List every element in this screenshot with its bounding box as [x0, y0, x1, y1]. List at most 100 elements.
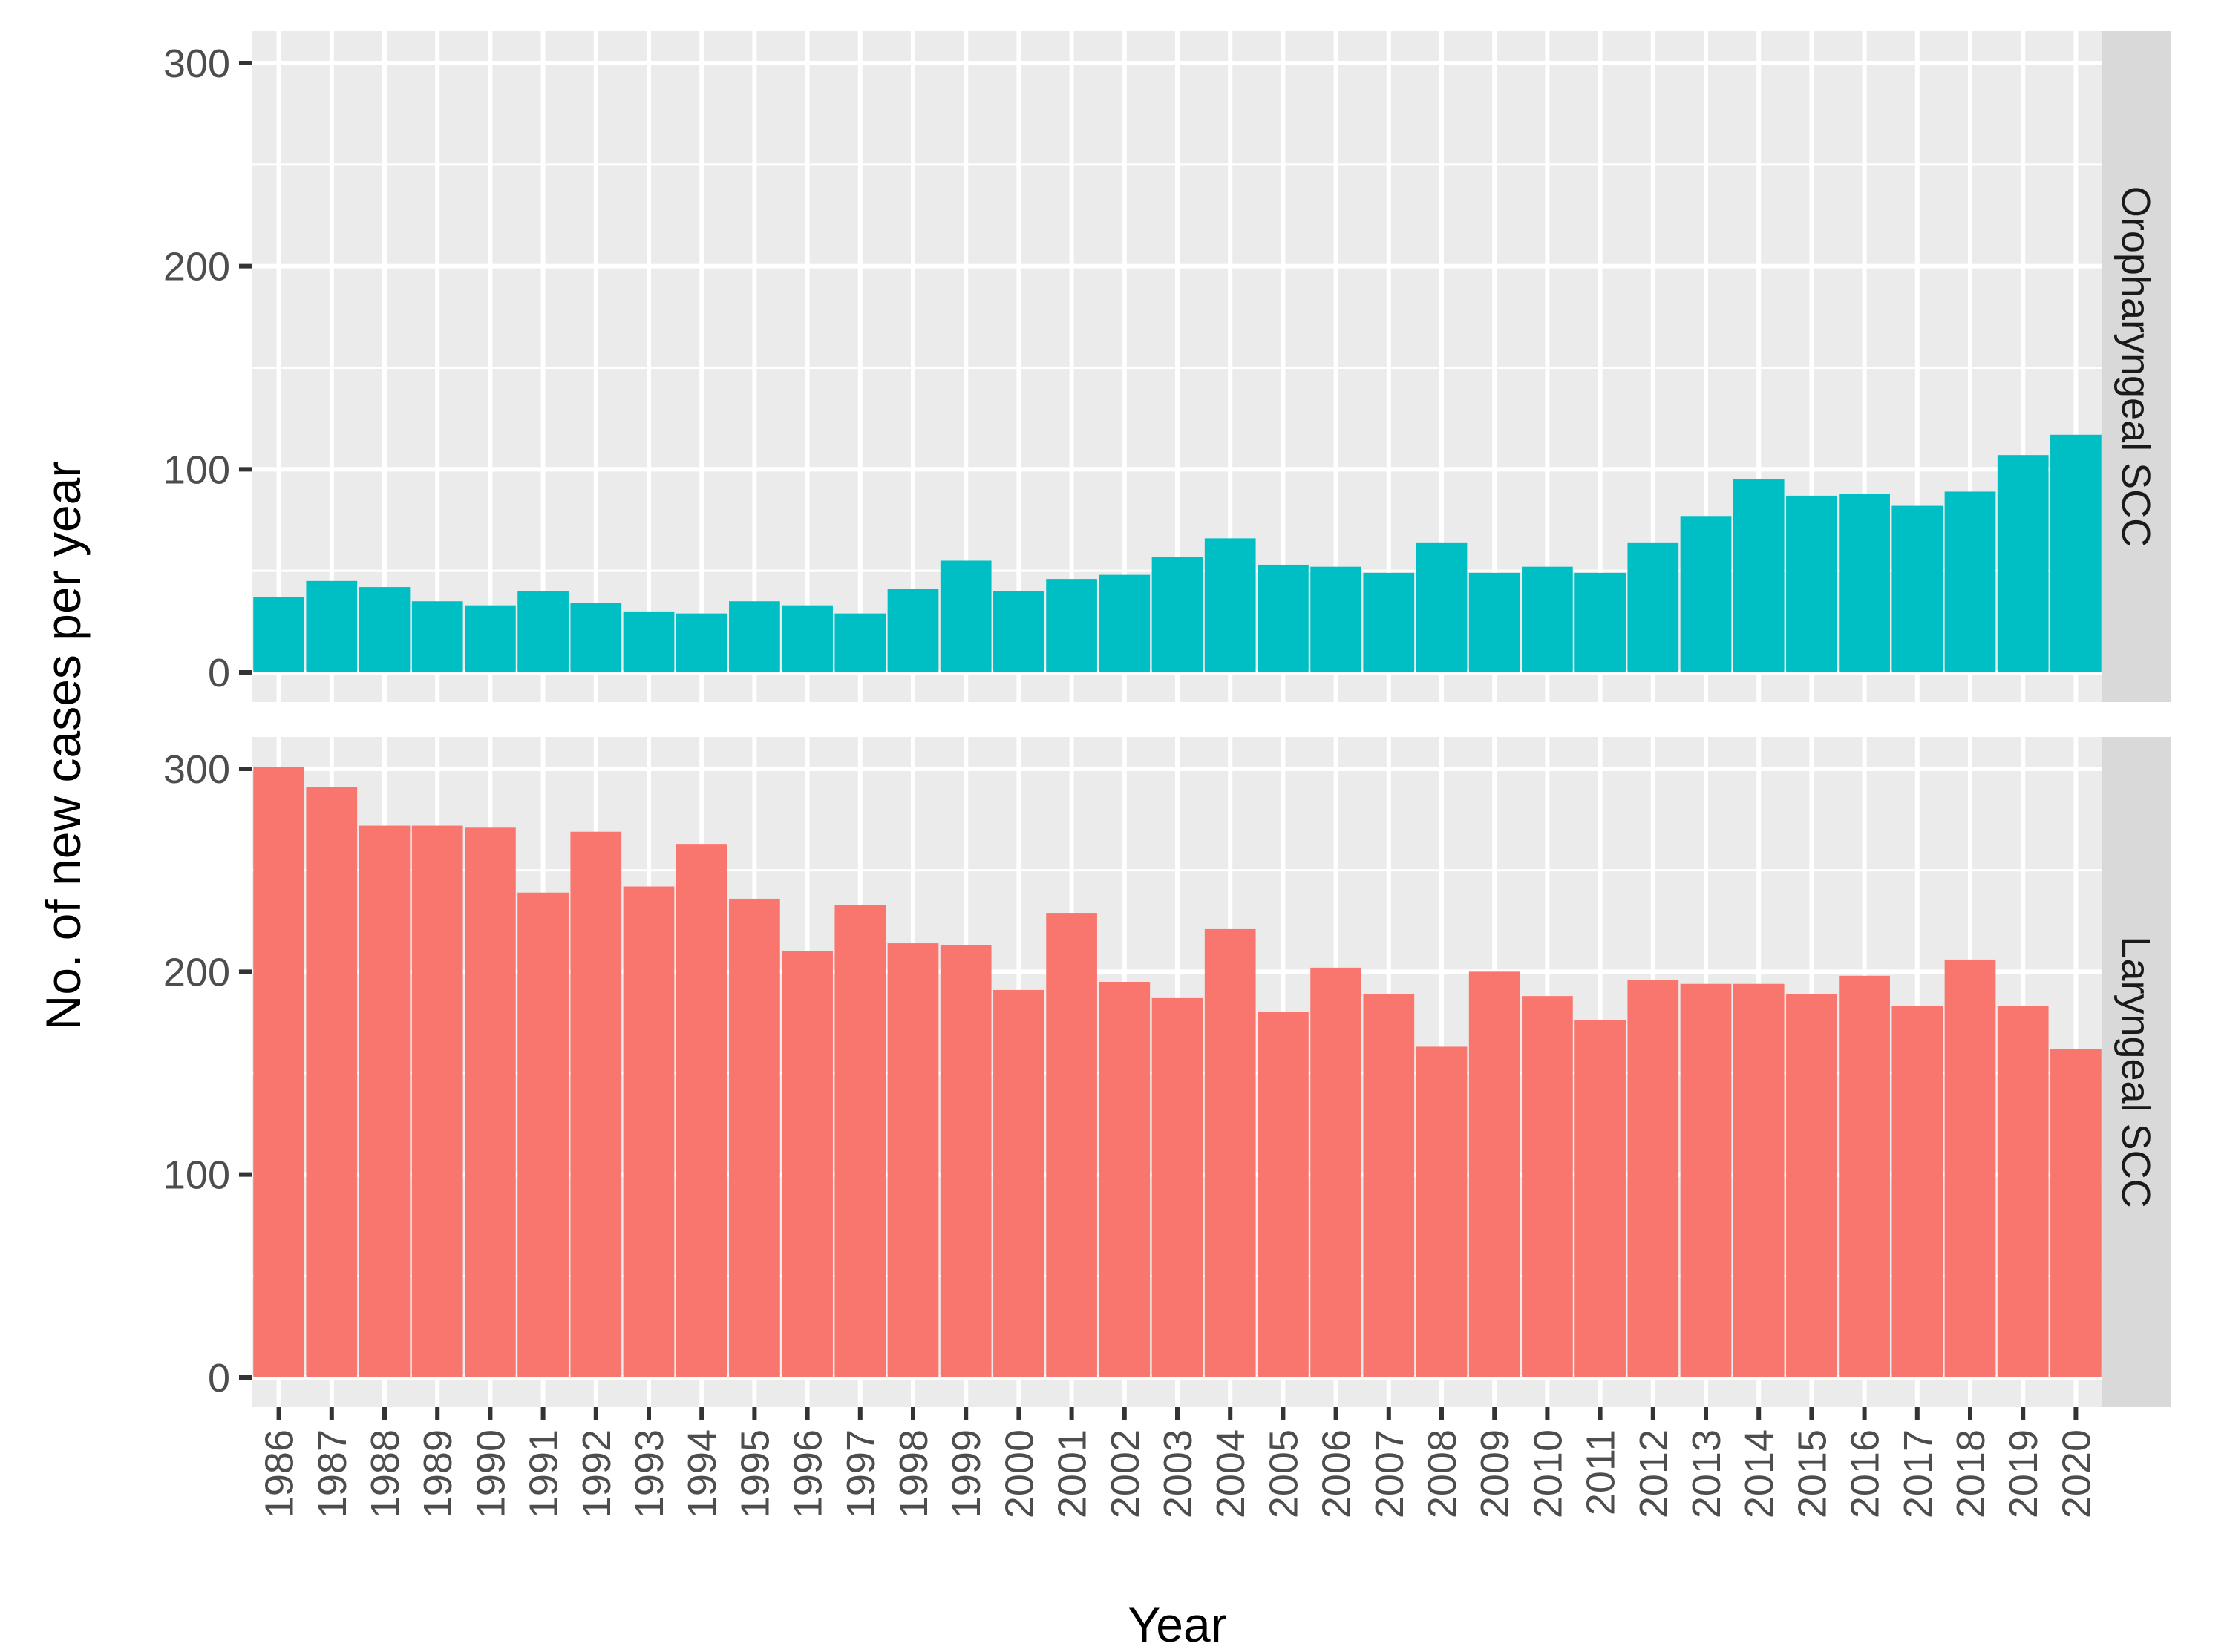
bar-oropharyngeal-2000: [993, 591, 1044, 672]
bar-oropharyngeal-1988: [359, 587, 411, 672]
facet-strip-label: Laryngeal SCC: [2113, 936, 2158, 1207]
bar-oropharyngeal-2015: [1786, 495, 1837, 672]
y-tick-label: 200: [163, 245, 230, 289]
x-tick-label: 2020: [2054, 1429, 2099, 1518]
bar-oropharyngeal-2009: [1468, 572, 1520, 672]
y-tick-label: 100: [163, 448, 230, 492]
bar-laryngeal-1988: [359, 825, 411, 1377]
bar-laryngeal-2016: [1839, 975, 1890, 1377]
x-tick-label: 2013: [1684, 1429, 1729, 1518]
facet-strip: [2102, 31, 2171, 702]
bar-oropharyngeal-2018: [1944, 491, 1996, 672]
x-tick-label: 1986: [258, 1429, 302, 1518]
x-tick-label: 2019: [2001, 1429, 2046, 1518]
bar-oropharyngeal-1986: [253, 597, 304, 672]
bar-oropharyngeal-2012: [1627, 542, 1679, 672]
bar-laryngeal-1998: [887, 943, 939, 1377]
chart-panels: 0 100 200 300 Oropharyngeal SCC 0 100 200 300 Lar…: [163, 31, 2171, 1407]
x-tick-label: 2007: [1367, 1429, 1412, 1518]
bar-laryngeal-2010: [1522, 996, 1573, 1377]
bar-laryngeal-2002: [1099, 982, 1151, 1377]
bar-laryngeal-2011: [1574, 1020, 1626, 1377]
x-tick-label: 2015: [1790, 1429, 1834, 1518]
x-tick-label: 1993: [627, 1429, 672, 1518]
bar-oropharyngeal-2011: [1574, 572, 1626, 672]
bar-oropharyngeal-2002: [1099, 574, 1151, 672]
bar-oropharyngeal-2010: [1522, 566, 1573, 672]
x-tick-label: 1988: [363, 1429, 408, 1518]
bar-laryngeal-1986: [253, 767, 304, 1377]
bar-oropharyngeal-2020: [2050, 434, 2102, 672]
x-tick-label: 2006: [1315, 1429, 1359, 1518]
bar-oropharyngeal-1996: [782, 605, 833, 672]
y-tick-label: 200: [163, 950, 230, 994]
x-tick-label: 1995: [733, 1429, 777, 1518]
bar-laryngeal-2007: [1363, 994, 1415, 1377]
bar-laryngeal-2008: [1416, 1046, 1468, 1377]
bar-laryngeal-1993: [623, 886, 675, 1377]
x-tick-label: 2008: [1420, 1429, 1465, 1518]
bar-oropharyngeal-1998: [887, 589, 939, 672]
bar-laryngeal-2001: [1046, 913, 1097, 1377]
y-tick-label: 100: [163, 1153, 230, 1198]
bar-oropharyngeal-2014: [1733, 479, 1785, 672]
bar-oropharyngeal-2004: [1204, 538, 1256, 672]
bar-laryngeal-1999: [940, 945, 992, 1377]
panel-1: 0 100 200 300 Laryngeal SCC: [163, 737, 2171, 1407]
bar-oropharyngeal-1995: [729, 601, 780, 672]
x-tick-label: 2010: [1525, 1429, 1570, 1518]
bar-laryngeal-2017: [1891, 1006, 1943, 1377]
bar-oropharyngeal-1999: [940, 560, 992, 672]
bar-laryngeal-2013: [1680, 983, 1732, 1377]
bar-laryngeal-1990: [465, 827, 516, 1377]
bar-laryngeal-2004: [1204, 928, 1256, 1377]
bar-laryngeal-2018: [1944, 959, 1996, 1377]
bar-oropharyngeal-1990: [465, 605, 516, 672]
x-tick-label: 2009: [1473, 1429, 1517, 1518]
x-tick-label: 1991: [522, 1429, 566, 1518]
x-tick-label: 1994: [680, 1429, 725, 1518]
facet-strip-label: Oropharyngeal SCC: [2113, 186, 2158, 547]
bar-oropharyngeal-2003: [1151, 557, 1203, 672]
bar-laryngeal-2015: [1786, 994, 1837, 1377]
bar-laryngeal-2006: [1310, 967, 1361, 1377]
y-tick-label: 300: [163, 42, 230, 86]
bar-oropharyngeal-2017: [1891, 505, 1943, 672]
bar-oropharyngeal-2016: [1839, 494, 1890, 672]
x-tick-label: 2005: [1261, 1429, 1306, 1518]
bar-oropharyngeal-2013: [1680, 516, 1732, 672]
bar-laryngeal-1991: [517, 892, 569, 1377]
x-tick-label: 2001: [1050, 1429, 1095, 1518]
x-tick-label: 2003: [1156, 1429, 1200, 1518]
x-tick-label: 1998: [892, 1429, 936, 1518]
bar-oropharyngeal-1992: [570, 603, 622, 672]
bar-oropharyngeal-2007: [1363, 572, 1415, 672]
bar-laryngeal-2012: [1627, 980, 1679, 1377]
bar-oropharyngeal-1991: [517, 591, 569, 672]
x-tick-label: 1997: [839, 1429, 883, 1518]
bar-laryngeal-2009: [1468, 971, 1520, 1377]
bar-laryngeal-1987: [306, 787, 358, 1377]
bar-oropharyngeal-1994: [676, 613, 727, 672]
bar-oropharyngeal-1993: [623, 611, 675, 672]
bar-laryngeal-2003: [1151, 997, 1203, 1377]
bar-laryngeal-1997: [834, 905, 886, 1377]
x-tick-label: 2011: [1579, 1429, 1623, 1515]
bar-oropharyngeal-2019: [1997, 455, 2049, 672]
bar-laryngeal-1989: [411, 825, 463, 1377]
bar-laryngeal-1995: [729, 898, 780, 1377]
x-tick-label: 2002: [1103, 1429, 1148, 1518]
x-tick-label: 2018: [1949, 1429, 1993, 1518]
x-tick-label: 2012: [1632, 1429, 1676, 1518]
x-tick-label: 1992: [575, 1429, 619, 1518]
x-tick-label: 1989: [416, 1429, 460, 1518]
x-tick-label: 2017: [1896, 1429, 1940, 1518]
x-tick-label: 1996: [786, 1429, 831, 1518]
bar-laryngeal-2014: [1733, 983, 1785, 1377]
bar-oropharyngeal-1987: [306, 580, 358, 672]
x-tick-label: 1999: [944, 1429, 989, 1518]
x-tick-label: 2014: [1737, 1429, 1782, 1518]
bar-laryngeal-1994: [676, 844, 727, 1377]
bar-oropharyngeal-1989: [411, 601, 463, 672]
bar-laryngeal-2005: [1258, 1012, 1309, 1377]
